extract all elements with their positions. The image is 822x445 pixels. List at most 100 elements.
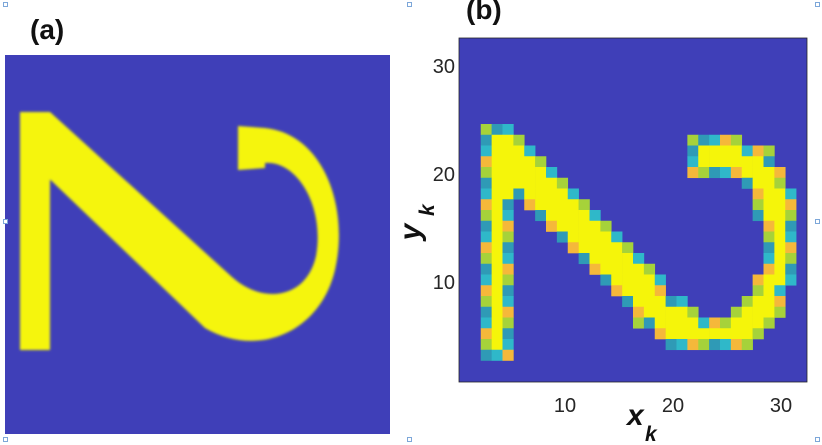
panel-b-pixel	[752, 328, 764, 340]
panel-b-pixel	[709, 167, 721, 179]
panel-b-pixel	[502, 296, 514, 308]
panel-b-plot: 10 20 30 10 20 30 x k y k	[394, 37, 808, 445]
panel-b-pixel	[709, 145, 721, 157]
panel-b-pixel	[654, 296, 666, 308]
panel-b-pixel	[730, 306, 743, 318]
panel-b-pixel	[741, 156, 753, 168]
panel-b-pixel	[578, 231, 590, 243]
panel-b-pixel	[567, 199, 579, 211]
panel-b-pixel	[687, 339, 699, 351]
panel-b-pixel	[774, 296, 786, 308]
panel-b-pixel	[687, 145, 699, 157]
panel-b-pixel	[676, 328, 688, 340]
panel-b-pixel	[480, 274, 492, 286]
panel-b-pixel	[502, 156, 514, 168]
panel-b-pixel	[491, 339, 503, 351]
panel-b-pixel	[622, 253, 634, 265]
panel-b-pixel	[774, 253, 786, 265]
panel-b-pixel	[687, 167, 699, 179]
panel-b-pixel	[730, 145, 743, 157]
panel-b-pixel	[491, 188, 503, 200]
panel-b-pixel	[622, 296, 634, 308]
x-tick-30: 30	[770, 395, 792, 417]
panel-b-pixel	[665, 296, 677, 308]
panel-b-pixel	[774, 231, 786, 243]
panel-b-pixel	[665, 339, 677, 351]
panel-b-pixel	[502, 199, 514, 211]
panel-b-pixel	[785, 263, 797, 275]
panel-b-pixel	[524, 156, 536, 168]
panel-b-pixel	[643, 263, 656, 275]
panel-b-pixel	[730, 156, 743, 168]
panel-b-pixel	[774, 274, 786, 286]
panel-a-image	[5, 55, 390, 434]
panel-b-pixel	[502, 231, 514, 243]
x-tick-labels: 10 20 30	[554, 395, 792, 417]
panel-b-pixel	[546, 177, 558, 189]
x-axis-subscript: k	[645, 423, 658, 445]
panel-b-pixel	[665, 317, 677, 329]
panel-b-pixel	[480, 220, 492, 232]
panel-b-pixel	[785, 210, 797, 222]
panel-b-pixel	[698, 317, 710, 329]
panel-b-pixel	[502, 188, 514, 200]
panel-b-pixel	[502, 145, 514, 157]
panel-b-pixel	[491, 177, 503, 189]
panel-b-pixel	[611, 253, 623, 265]
panel-b-pixel	[589, 263, 601, 275]
panel-b-pixel	[491, 349, 503, 361]
panel-b-pixel	[567, 242, 579, 254]
panel-b-pixel	[774, 210, 786, 222]
panel-b-pixel	[491, 296, 503, 308]
panel-b-pixel	[763, 274, 775, 286]
panel-b-pixel	[600, 253, 612, 265]
panel-b-pixel	[480, 145, 492, 157]
panel-b-pixel	[763, 285, 775, 297]
panel-b-pixel	[665, 306, 677, 318]
panel-b-pixel	[611, 231, 623, 243]
panel-b-pixel	[502, 124, 514, 136]
panel-b-pixel	[676, 339, 688, 351]
panel-b-pixel	[687, 306, 699, 318]
panel-b-pixel	[730, 134, 743, 146]
panel-b-pixel	[502, 328, 514, 340]
panel-b-pixel	[633, 317, 645, 329]
panel-b-pixel	[698, 167, 710, 179]
panel-b-pixel	[654, 306, 666, 318]
panel-b-pixel	[730, 339, 743, 351]
panel-b-pixel	[611, 274, 623, 286]
panel-b-pixel	[741, 317, 753, 329]
panel-b-pixel	[752, 210, 764, 222]
panel-b-pixel	[535, 156, 547, 168]
panel-b-pixel	[687, 156, 699, 168]
panel-b-pixel	[556, 177, 569, 189]
panel-b-pixel	[567, 231, 579, 243]
panel-b-pixel	[687, 328, 699, 340]
panel-b-pixel	[741, 339, 753, 351]
panel-b-pixel	[491, 263, 503, 275]
panel-b-pixel	[774, 177, 786, 189]
panel-b-pixel	[600, 242, 612, 254]
panel-b-pixel	[480, 188, 492, 200]
panel-b-pixel	[480, 253, 492, 265]
panel-b-pixels	[480, 124, 797, 361]
panel-b-pixel	[774, 285, 786, 297]
panel-b-pixel	[698, 145, 710, 157]
panel-b-pixel	[643, 285, 656, 297]
panel-b-pixel	[741, 167, 753, 179]
panel-b-pixel	[491, 134, 503, 146]
panel-b-pixel	[480, 210, 492, 222]
panel-b-pixel	[763, 210, 775, 222]
panel-b-pixel	[513, 134, 525, 146]
panel-b-pixel	[502, 306, 514, 318]
panel-b-pixel	[709, 328, 721, 340]
panel-a-curve	[20, 112, 339, 341]
panel-b-pixel	[556, 188, 569, 200]
panel-b-pixel	[524, 145, 536, 157]
panel-b-pixel	[633, 306, 645, 318]
panel-b-pixel	[622, 242, 634, 254]
panel-b-pixel	[491, 231, 503, 243]
panel-b-pixel	[763, 177, 775, 189]
panel-b-label: (b)	[466, 0, 502, 25]
